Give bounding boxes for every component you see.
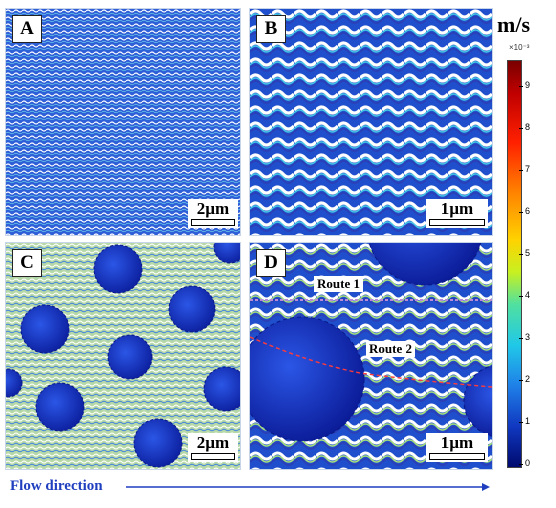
velocity-field-a [6,9,240,235]
colorbar-tick-label: 0 [525,458,531,468]
route-2-label: Route 2 [366,341,415,357]
panel-a: A 2µm [5,8,241,236]
scale-bar: 1µm [426,199,488,228]
colorbar-tick-label: 9 [525,80,531,90]
colorbar-tick [519,128,523,129]
colorbar-tick [519,380,523,381]
colorbar-tick [519,422,523,423]
colorbar-tick-label: 3 [525,332,531,342]
colorbar-unit: m/s [497,12,530,37]
panel-label: A [12,15,42,43]
scale-bar: 1µm [426,433,488,462]
colorbar-tick-label: 8 [525,122,531,132]
colorbar-tick-label: 5 [525,248,531,258]
colorbar-tick-label: 6 [525,206,531,216]
panel-d: D Route 1 Route 2 1µm [249,242,493,470]
panel-label: C [12,249,42,277]
colorbar [507,60,522,468]
flow-direction-arrow [126,483,490,491]
scale-bar: 2µm [188,433,238,462]
colorbar-tick [519,296,523,297]
scale-bar-label: 2µm [196,433,230,452]
colorbar-tick-label: 2 [525,374,531,384]
panel-label: B [256,15,286,43]
panel-b: B 1µm [249,8,493,236]
colorbar-exponent: ×10⁻³ [509,43,530,52]
colorbar-tick-label: 1 [525,416,531,426]
panel-label: D [256,249,286,277]
colorbar-tick [519,212,523,213]
colorbar-tick [519,338,523,339]
velocity-field-b [250,9,492,235]
colorbar-tick [519,170,523,171]
colorbar-tick-label: 4 [525,290,531,300]
obstacle-discs [6,243,240,468]
scale-bar-label: 2µm [196,199,230,218]
colorbar-tick-label: 7 [525,164,531,174]
route-1-label: Route 1 [314,276,363,292]
velocity-field-c [6,243,240,469]
colorbar-tick [519,254,523,255]
scale-bar-label: 1µm [440,199,474,218]
flow-direction-label: Flow direction [10,478,103,494]
colorbar-tick [519,464,523,465]
panel-c: C 2µm [5,242,241,470]
scale-bar-label: 1µm [440,433,474,452]
colorbar-tick [519,86,523,87]
scale-bar: 2µm [188,199,238,228]
